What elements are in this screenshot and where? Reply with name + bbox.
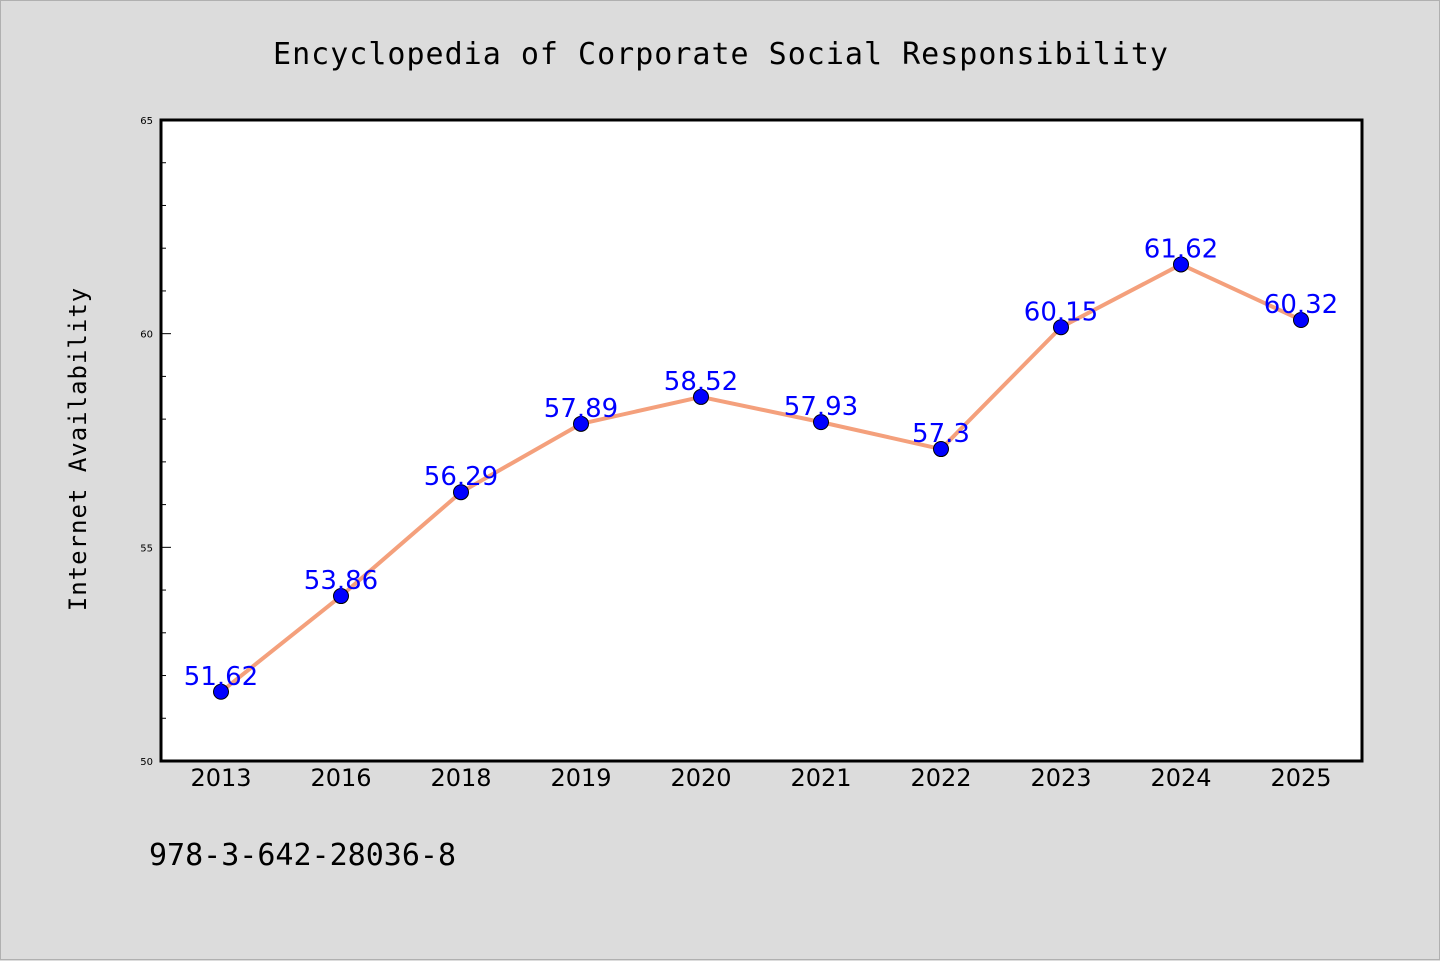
data-label: 53.86 [304,566,378,596]
data-label: 51.62 [184,662,258,692]
data-point [1173,256,1189,273]
x-tick-label: 2020 [670,764,731,792]
plot-frame [159,118,1364,763]
x-tick-label: 2023 [1030,764,1091,792]
data-label: 57.89 [544,394,618,424]
x-tick-label: 2024 [1150,764,1211,792]
x-tick-label: 2018 [430,764,491,792]
data-point [1053,319,1069,336]
axis-ticks: 50 55 60 65 2013 2016 2018 2019 2020 2021 2022 2023… [140,116,1331,792]
data-point [453,484,469,501]
data-point [1293,311,1309,328]
data-label: 56.29 [424,462,498,492]
data-label: 60.32 [1264,290,1338,320]
data-label: 61.62 [1144,234,1218,264]
series-layer: 51.62 53.86 56.29 57.89 58.52 57.93 57.3 60.15 6… [184,234,1338,700]
y-tick-label: 65 [140,116,153,127]
y-axis-label: Internet Availability [64,287,92,611]
plot-area [161,120,1362,761]
x-tick-label: 2021 [790,764,851,792]
x-tick-label: 2019 [550,764,611,792]
data-point [213,683,229,700]
series-line [219,262,1303,694]
y-tick-label: 60 [140,330,153,341]
y-tick-label: 55 [140,543,153,554]
data-label: 57.3 [912,419,970,449]
x-tick-label: 2022 [910,764,971,792]
x-tick-label: 2013 [190,764,251,792]
x-tick-label: 2025 [1270,764,1331,792]
data-point [573,415,589,432]
data-point [693,388,709,405]
data-point [933,441,949,458]
data-label: 57.93 [784,392,858,422]
isbn-label: 978-3-642-28036-8 [149,838,456,873]
data-label: 60.15 [1024,297,1098,327]
data-label: 58.52 [664,367,738,397]
y-tick-label: 50 [140,757,153,768]
x-tick-label: 2016 [310,764,371,792]
data-point [813,414,829,431]
chart-title: Encyclopedia of Corporate Social Respons… [273,37,1169,72]
data-point [333,588,349,605]
